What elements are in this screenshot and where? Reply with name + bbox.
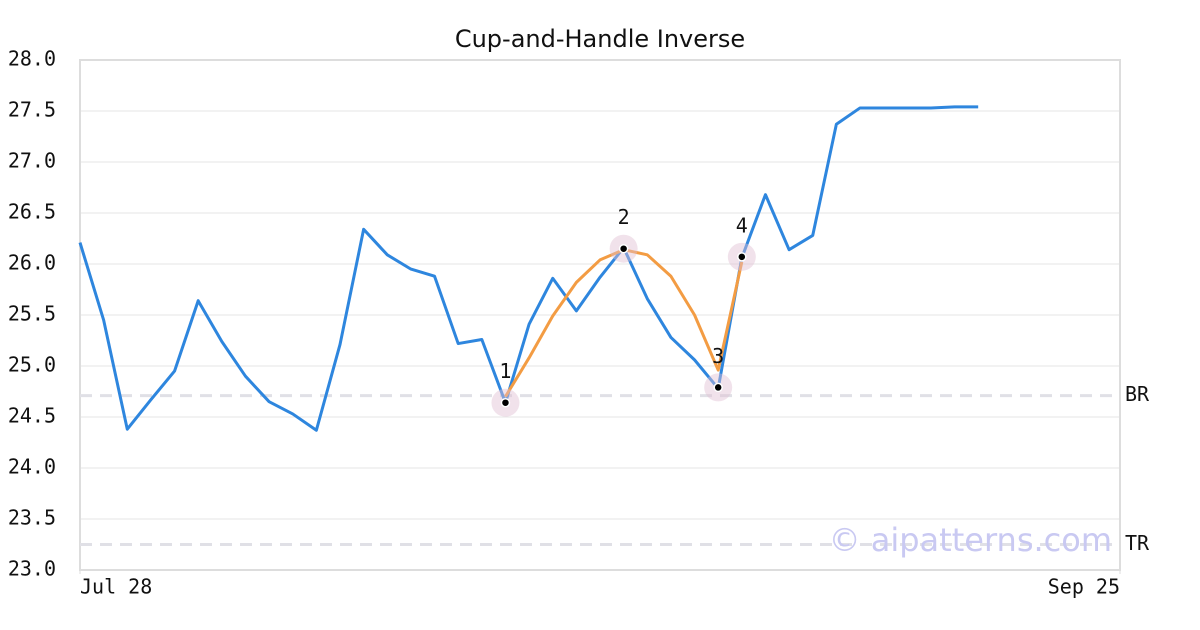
marker-label: 1	[499, 359, 511, 383]
marker-label: 3	[712, 344, 724, 368]
y-tick-label: 25.5	[8, 302, 56, 326]
y-tick-label: 25.0	[8, 353, 56, 377]
reference-label: BR	[1125, 382, 1150, 406]
marker-label: 4	[736, 213, 748, 237]
marker-dot	[500, 397, 511, 408]
y-tick-label: 28.0	[8, 47, 56, 71]
x-tick-label: Sep 25	[1048, 575, 1120, 599]
y-tick-label: 26.5	[8, 200, 56, 224]
marker-dot	[618, 243, 629, 254]
y-tick-label: 23.5	[8, 506, 56, 530]
series-line	[78, 105, 979, 432]
watermark: © aipatterns.com	[829, 521, 1112, 559]
y-tick-label: 24.0	[8, 455, 56, 479]
plot-frame	[79, 59, 1121, 571]
marker-dot	[713, 382, 723, 393]
marker-dot	[737, 252, 747, 262]
y-tick-label: 27.0	[8, 149, 56, 173]
x-tick-label: Jul 28	[80, 575, 152, 599]
chart-title: Cup-and-Handle Inverse	[455, 25, 745, 53]
y-tick-label: 27.5	[8, 98, 56, 122]
y-tick-label: 24.5	[8, 404, 56, 428]
marker-label: 2	[618, 205, 630, 229]
y-tick-label: 26.0	[8, 251, 56, 275]
y-tick-label: 23.0	[8, 557, 56, 581]
reference-label: TR	[1125, 531, 1150, 555]
